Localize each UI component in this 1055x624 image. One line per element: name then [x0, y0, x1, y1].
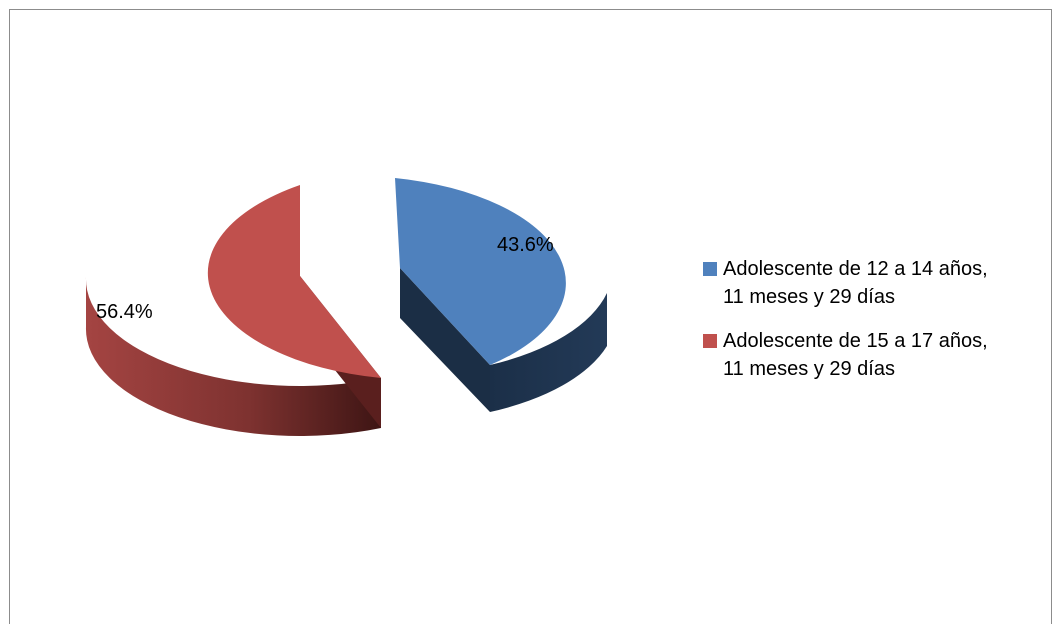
legend-label-line-2: 11 meses y 29 días [723, 286, 895, 308]
legend-item-adolescente-15-17: Adolescente de 15 a 17 años, 11 meses y … [703, 327, 1048, 383]
legend-label-line-1: Adolescente de 15 a 17 años, [723, 330, 988, 352]
legend-label-line-2: 11 meses y 29 días [723, 358, 895, 380]
legend-label-line-1: Adolescente de 12 a 14 años, [723, 258, 988, 280]
pie-slice-adolescente-15-17 [85, 185, 382, 436]
slice-side-blue [490, 293, 607, 412]
slice-cut-face-blue [400, 268, 490, 412]
pie-slice-adolescente-12-14 [395, 178, 607, 412]
slice-top-red [207, 185, 381, 378]
legend-swatch-red [703, 334, 717, 348]
legend-swatch-blue [703, 262, 717, 276]
chart-legend: Adolescente de 12 a 14 años, 11 meses y … [703, 255, 1048, 399]
data-label-red: 56.4% [96, 301, 153, 323]
slice-side-red [85, 277, 382, 436]
legend-item-adolescente-12-14: Adolescente de 12 a 14 años, 11 meses y … [703, 255, 1048, 311]
data-label-blue: 43.6% [497, 234, 554, 256]
slice-top-blue [395, 178, 566, 365]
